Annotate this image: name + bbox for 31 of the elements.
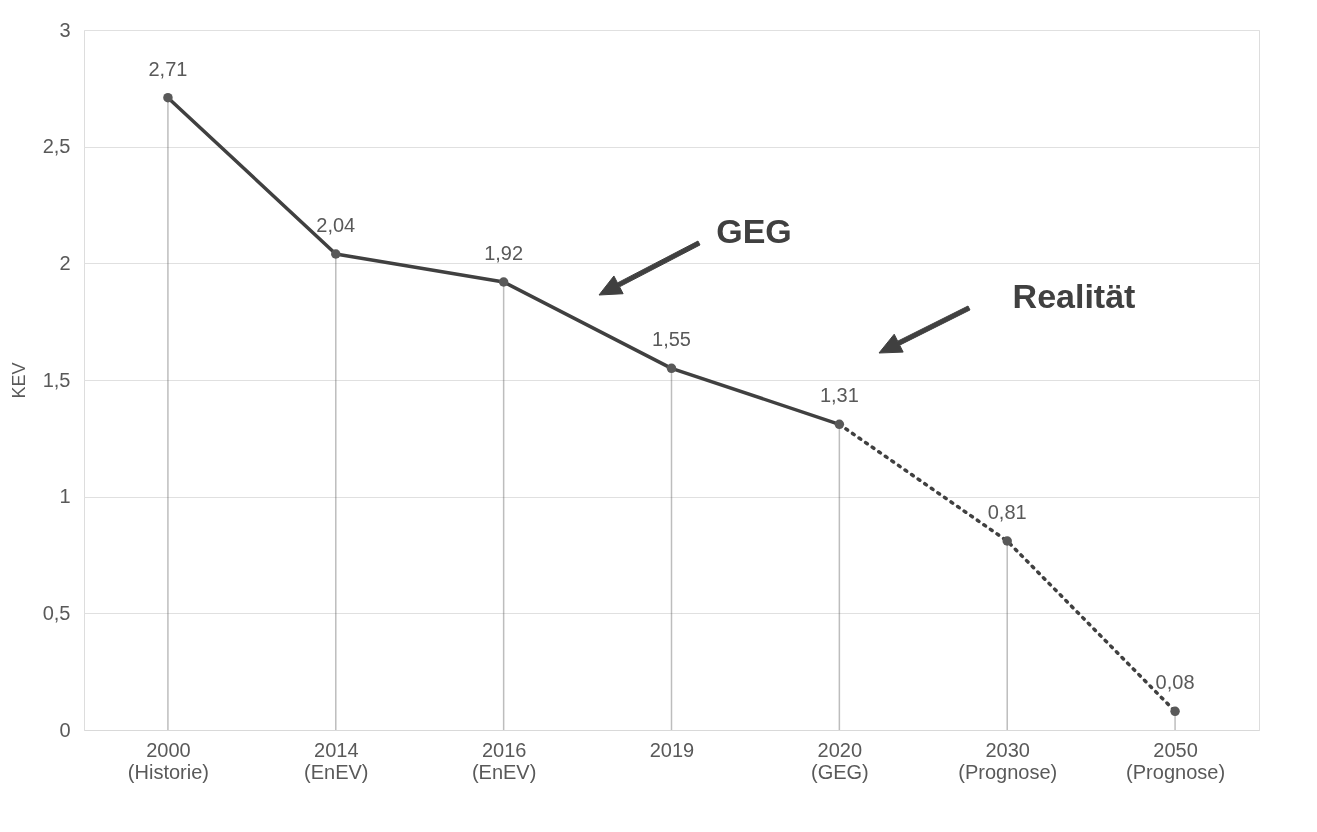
data-label: 1,31 xyxy=(819,384,859,407)
x-tick-label: 2020 (GEG) xyxy=(810,738,869,783)
y-tick-label: 2 xyxy=(59,251,71,274)
y-tick-label: 1 xyxy=(59,485,71,508)
data-label: 2,04 xyxy=(316,214,356,236)
point xyxy=(498,277,509,287)
point xyxy=(666,363,677,374)
x-tick-label: 2050 (Prognose) xyxy=(1126,738,1226,783)
y-tick-label: 1,5 xyxy=(42,368,71,391)
point xyxy=(331,249,341,259)
annotation: Realität xyxy=(1012,277,1136,315)
y-tick-label: 2,5 xyxy=(42,135,71,158)
point xyxy=(163,92,173,103)
x-tick-label: 2000 (Historie) xyxy=(127,738,209,783)
y-tick-label: 0,5 xyxy=(42,601,71,624)
point xyxy=(834,419,845,430)
data-label: 0,81 xyxy=(987,501,1027,523)
x-tick-label: 2019 xyxy=(649,738,695,761)
y-tick-label: 0 xyxy=(59,718,71,741)
x-tick-label: 2030 (Prognose) xyxy=(958,738,1058,783)
x-tick-label: 2016 (EnEV) xyxy=(471,738,537,783)
data-label: 2,71 xyxy=(148,57,188,80)
x-tick-label: 2014 (EnEV) xyxy=(304,738,369,783)
data-label: 0,08 xyxy=(1155,671,1195,694)
annotation: GEG xyxy=(716,212,792,250)
y-tick-label: 3 xyxy=(59,18,71,41)
point xyxy=(1002,536,1012,546)
data-label: 1,55 xyxy=(652,328,691,351)
point xyxy=(1170,706,1180,717)
y-axis-title: KEV xyxy=(8,362,29,399)
data-label: 1,92 xyxy=(484,242,524,264)
